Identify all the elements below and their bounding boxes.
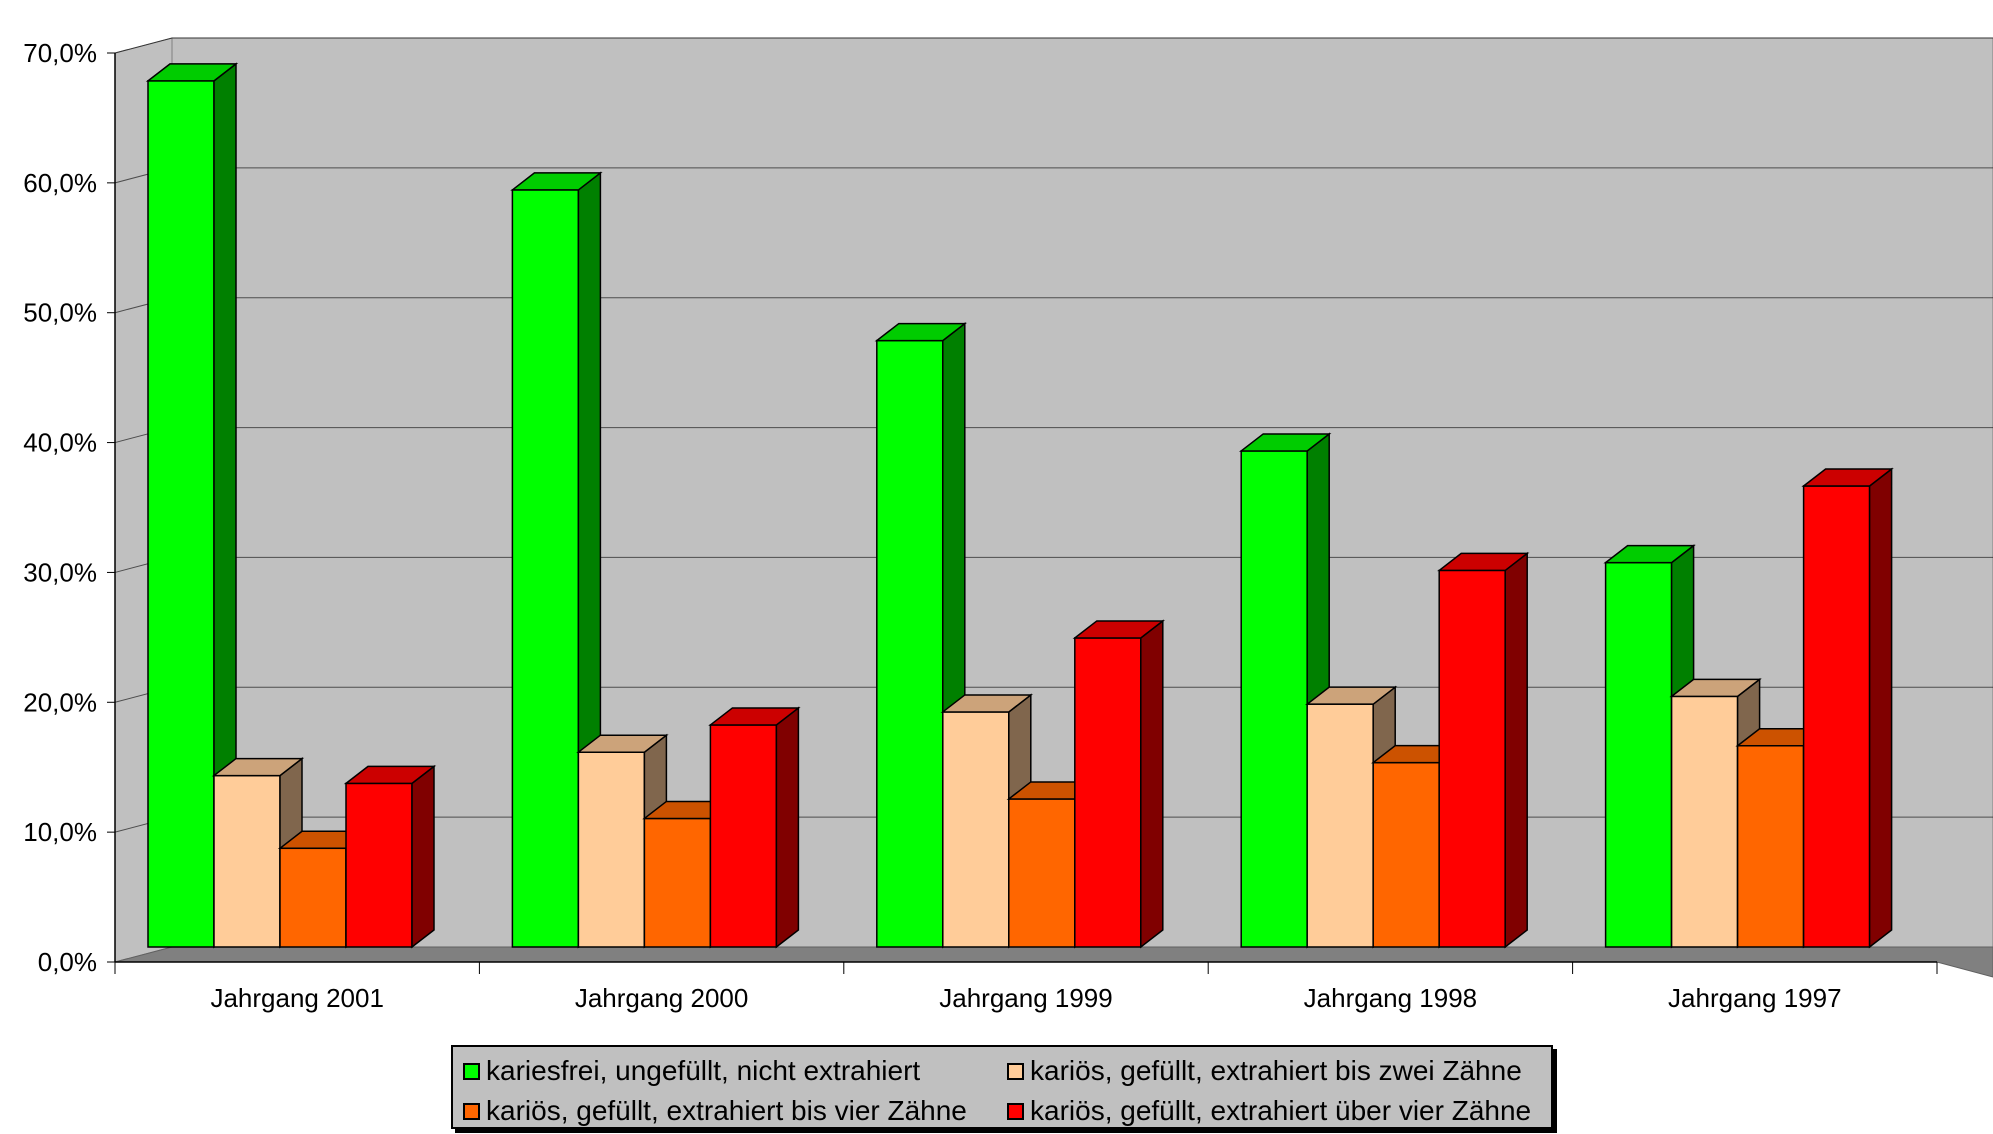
legend-item-kariesfrei: kariesfrei, ungefüllt, nicht extrahiert xyxy=(463,1055,920,1087)
bar xyxy=(1670,695,1739,948)
bar xyxy=(213,774,281,948)
bar xyxy=(876,339,944,948)
bar xyxy=(643,817,712,948)
legend-swatch-ueber-vier xyxy=(1007,1102,1024,1120)
bar xyxy=(1372,761,1440,948)
bar-top xyxy=(1239,433,1332,452)
legend-item-ueber-vier: kariös, gefüllt, extrahiert über vier Zä… xyxy=(1007,1095,1531,1127)
bar-side xyxy=(411,764,435,949)
bar-top xyxy=(1305,686,1398,705)
legend-item-bis-zwei: kariös, gefüllt, extrahiert bis zwei Zäh… xyxy=(1007,1055,1522,1087)
bar-top xyxy=(1072,620,1165,639)
bar xyxy=(1074,637,1142,948)
bar-side xyxy=(1504,551,1528,949)
legend-swatch-kariesfrei xyxy=(463,1062,480,1080)
bar-top xyxy=(1669,678,1762,698)
x-tick-label: Jahrgang 2001 xyxy=(210,983,383,1013)
legend-item-bis-vier: kariös, gefüllt, extrahiert bis vier Zäh… xyxy=(463,1095,967,1127)
bar xyxy=(1736,744,1805,948)
y-tick-label: 70,0% xyxy=(23,38,97,68)
legend-label-ueber-vier: kariös, gefüllt, extrahiert über vier Zä… xyxy=(1030,1095,1532,1126)
x-tick-label: Jahrgang 1999 xyxy=(939,983,1112,1013)
legend-swatch-bis-zwei xyxy=(1007,1062,1024,1080)
x-tick-label: Jahrgang 1997 xyxy=(1668,983,1841,1013)
bar-top xyxy=(510,172,603,191)
bar xyxy=(345,782,413,948)
bar-top xyxy=(145,63,239,82)
bar-top xyxy=(1437,552,1530,572)
bar-side xyxy=(775,706,800,949)
bar xyxy=(1306,703,1374,948)
x-tick-label: Jahrgang 2000 xyxy=(575,983,748,1013)
bar-side xyxy=(1868,467,1893,949)
y-tick-label: 50,0% xyxy=(23,298,97,328)
bar xyxy=(577,751,646,948)
y-tick-label: 30,0% xyxy=(23,557,97,587)
y-tick-label: 10,0% xyxy=(23,817,97,847)
legend-label-bis-vier: kariös, gefüllt, extrahiert bis vier Zäh… xyxy=(486,1095,967,1126)
bar-top xyxy=(1603,544,1696,564)
x-tick-label: Jahrgang 1998 xyxy=(1304,983,1477,1013)
y-tick-label: 40,0% xyxy=(23,428,97,458)
bar xyxy=(942,711,1010,948)
bar xyxy=(147,80,215,948)
y-tick-label: 60,0% xyxy=(23,168,97,198)
bar xyxy=(709,724,778,948)
bar xyxy=(279,847,347,948)
y-tick-label: 20,0% xyxy=(23,687,97,717)
bar-top xyxy=(940,694,1033,713)
legend-label-bis-zwei: kariös, gefüllt, extrahiert bis zwei Zäh… xyxy=(1030,1055,1522,1086)
bar-side xyxy=(1140,619,1164,949)
bar xyxy=(511,189,580,948)
bar-top xyxy=(211,757,305,777)
bar xyxy=(1604,561,1673,948)
bar xyxy=(1802,485,1871,948)
legend-label-kariesfrei: kariesfrei, ungefüllt, nicht extrahiert xyxy=(486,1055,921,1086)
bar-top xyxy=(343,765,437,785)
bar-top xyxy=(874,322,967,342)
legend: kariesfrei, ungefüllt, nicht extrahiert … xyxy=(451,1045,1553,1129)
bar xyxy=(1008,798,1076,948)
y-tick-label: 0,0% xyxy=(38,947,97,977)
bar xyxy=(1240,450,1308,948)
bar-top xyxy=(576,734,669,753)
gridline xyxy=(114,37,1993,54)
bar-top xyxy=(708,707,801,726)
bar xyxy=(1438,569,1506,948)
legend-swatch-bis-vier xyxy=(463,1102,480,1120)
bar-top xyxy=(1801,468,1894,487)
